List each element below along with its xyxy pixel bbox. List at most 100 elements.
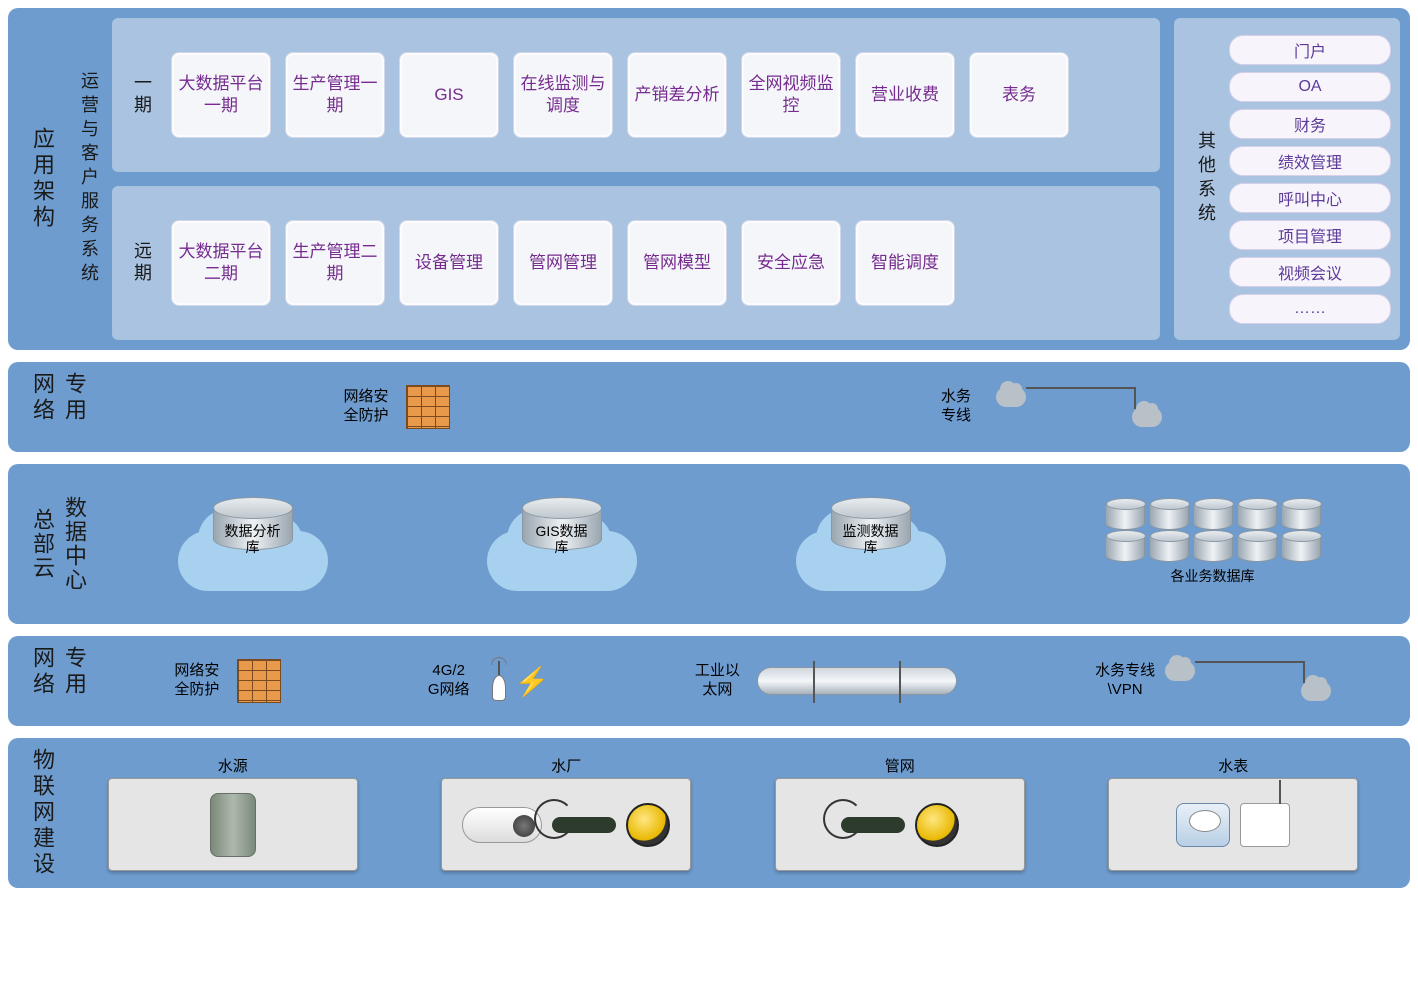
db-label: GIS数据库 — [487, 523, 637, 555]
sensor-icon — [841, 817, 905, 833]
db-mini-icon — [1237, 502, 1277, 530]
layer-cloud-dc: 总部云 数据中心 数据分析库 GIS数据库 监测数据库各业务数据库 — [8, 464, 1410, 624]
other-system-pill: 绩效管理 — [1229, 146, 1391, 176]
module-box: 营业收费 — [855, 52, 955, 138]
antenna-icon: ⚡ — [489, 661, 550, 701]
db-label: 监测数据库 — [796, 523, 946, 555]
net-item: 水务专线\VPN — [1095, 661, 1331, 701]
iot-card-title: 水表 — [1108, 755, 1358, 776]
db-item: 监测数据库 — [796, 497, 946, 591]
layer-iot-title: 物联网建设 — [18, 748, 66, 878]
phase1-label: 一期 — [121, 73, 163, 117]
phase2-items: 大数据平台二期生产管理二期设备管理管网管理管网模型安全应急智能调度 — [163, 220, 1151, 306]
net-item: 4G/2G网络 ⚡ — [419, 661, 550, 701]
phase1-items: 大数据平台一期生产管理一期GIS在线监测与调度产销差分析全网视频监控营业收费表务 — [163, 52, 1151, 138]
phase2-label: 远期 — [121, 241, 163, 285]
other-system-pill: 视频会议 — [1229, 257, 1391, 287]
module-box: 生产管理二期 — [285, 220, 385, 306]
module-box: 智能调度 — [855, 220, 955, 306]
iot-card-title: 水源 — [108, 755, 358, 776]
layer-cloud-dc-title: 总部云 数据中心 — [18, 474, 98, 614]
other-system-pill: 门户 — [1229, 35, 1391, 65]
cyl-icon — [210, 793, 256, 857]
gauge-icon — [626, 803, 670, 847]
modem-icon — [1240, 803, 1290, 847]
module-box: 安全应急 — [741, 220, 841, 306]
sensor-icon — [552, 817, 616, 833]
iot-cards-row: 水源 水厂 管网 水表 — [66, 748, 1400, 878]
title-col-2: 数据中心 — [58, 496, 90, 592]
module-box: GIS — [399, 52, 499, 138]
db-mini-icon — [1237, 534, 1277, 562]
layer-network-upper: 专用网络 网络安全防护 水务专线 — [8, 362, 1410, 452]
ops-customer-panels: 一期 大数据平台一期生产管理一期GIS在线监测与调度产销差分析全网视频监控营业收… — [112, 18, 1160, 340]
module-box: 在线监测与调度 — [513, 52, 613, 138]
ops-customer-title: 运营与客户服务系统 — [66, 18, 112, 340]
vpn-line-icon — [1165, 661, 1331, 701]
other-systems-list: 门户OA财务绩效管理呼叫中心项目管理视频会议…… — [1229, 35, 1391, 324]
iot-card: 水源 — [108, 755, 358, 871]
db-row: 数据分析库 GIS数据库 监测数据库各业务数据库 — [98, 474, 1400, 614]
gauge-icon — [915, 803, 959, 847]
db-mini-icon — [1149, 502, 1189, 530]
module-box: 大数据平台一期 — [171, 52, 271, 138]
db-mini-icon — [1105, 502, 1145, 530]
other-system-pill: 财务 — [1229, 109, 1391, 139]
phase-panel-1: 一期 大数据平台一期生产管理一期GIS在线监测与调度产销差分析全网视频监控营业收… — [112, 18, 1160, 172]
net-item-label: 水务专线 — [926, 388, 986, 426]
layer-network-upper-content: 网络安全防护 水务专线 — [98, 372, 1400, 442]
db-cluster-label: 各业务数据库 — [1171, 566, 1255, 586]
module-box: 产销差分析 — [627, 52, 727, 138]
db-item: 数据分析库 — [178, 497, 328, 591]
db-mini-icon — [1281, 534, 1321, 562]
iot-card-body — [775, 778, 1025, 871]
iot-card-body — [441, 778, 691, 871]
layer-iot: 物联网建设 水源 水厂 管网 水表 — [8, 738, 1410, 888]
module-box: 管网管理 — [513, 220, 613, 306]
db-mini-icon — [1149, 534, 1189, 562]
other-system-pill: OA — [1229, 72, 1391, 102]
db-item: GIS数据库 — [487, 497, 637, 591]
net-item-label: 水务专线\VPN — [1095, 662, 1155, 700]
other-systems-panel: 其他系统 门户OA财务绩效管理呼叫中心项目管理视频会议…… — [1174, 18, 1400, 340]
db-cluster: 各业务数据库 — [1105, 502, 1321, 586]
net-item-label: 工业以太网 — [687, 662, 747, 700]
net-item-label: 网络安全防护 — [336, 388, 396, 426]
layer-network-upper-title: 专用网络 — [18, 372, 98, 442]
iot-card-body — [108, 778, 358, 871]
iot-card: 管网 — [775, 755, 1025, 871]
layer-network-lower-title: 专用网络 — [18, 646, 98, 716]
layer-app-arch: 应用架构 运营与客户服务系统 一期 大数据平台一期生产管理一期GIS在线监测与调… — [8, 8, 1410, 350]
module-box: 设备管理 — [399, 220, 499, 306]
module-box: 全网视频监控 — [741, 52, 841, 138]
other-system-pill: 项目管理 — [1229, 220, 1391, 250]
db-mini-icon — [1105, 534, 1145, 562]
net-item-label: 网络安全防护 — [167, 662, 227, 700]
db-mini-icon — [1281, 502, 1321, 530]
vpn-line-icon — [996, 387, 1162, 427]
iot-card: 水表 — [1108, 755, 1358, 871]
layer-network-lower-content: 网络安全防护 4G/2G网络 ⚡ 工业以太网 水务专线\VPN — [98, 646, 1400, 716]
layer-app-arch-title: 应用架构 — [18, 18, 66, 340]
layer-network-lower: 专用网络 网络安全防护 4G/2G网络 ⚡ 工业以太网 水务专线\VPN — [8, 636, 1410, 726]
net-item: 网络安全防护 — [336, 385, 450, 429]
net-item: 水务专线 — [926, 387, 1162, 427]
module-box: 大数据平台二期 — [171, 220, 271, 306]
iot-card-title: 管网 — [775, 755, 1025, 776]
iot-card-title: 水厂 — [441, 755, 691, 776]
net-item-label: 4G/2G网络 — [419, 662, 479, 700]
db-mini-icon — [1193, 534, 1233, 562]
iot-card-body — [1108, 778, 1358, 871]
module-box: 表务 — [969, 52, 1069, 138]
db-mini-icon — [1193, 502, 1233, 530]
net-item: 工业以太网 — [687, 662, 957, 700]
iot-card: 水厂 — [441, 755, 691, 871]
db-label: 数据分析库 — [178, 523, 328, 555]
module-box: 生产管理一期 — [285, 52, 385, 138]
camera-icon — [462, 807, 542, 843]
firewall-icon — [237, 659, 281, 703]
meter-icon — [1176, 803, 1230, 847]
title-col-1: 总部云 — [26, 508, 58, 580]
pipe-icon — [757, 667, 957, 695]
phase-panel-2: 远期 大数据平台二期生产管理二期设备管理管网管理管网模型安全应急智能调度 — [112, 186, 1160, 340]
